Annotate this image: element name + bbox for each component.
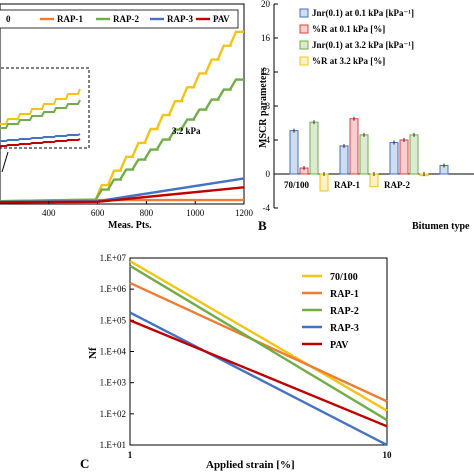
panel-c-legend-entry: RAP-2 [330, 306, 359, 317]
panel-b-bar [319, 173, 329, 192]
panel-a-legend-entry: 0 [6, 14, 11, 24]
panel-a-legend-entry: RAP-2 [113, 14, 139, 24]
panel-b-legend-swatch [299, 8, 309, 18]
panel-a-inset-box [0, 67, 90, 149]
panel-b-y-tick: 20 [261, 0, 271, 9]
panel-c-ylabel: Nf [87, 347, 99, 359]
panel-c-xlabel: Applied strain [%] [206, 459, 295, 471]
panel-c-y-tick: 1.E+05 [100, 315, 127, 325]
panel-a: 3.2 kPa 0 RAP-1 RAP-2 RAP-3 PAV 400 600 800 100… [0, 3, 254, 231]
panel-c-series-line [129, 260, 388, 412]
panel-c: 1.E+01 1.E+02 1.E+03 1.E+04 1.E+05 1.E+06 1.E+… [80, 253, 392, 471]
panel-c-legend: 70/100 RAP-1 RAP-2 RAP-3 PAV [302, 272, 359, 351]
panel-a-x-tick: 1200 [235, 208, 254, 218]
panel-b-legend-entry: %R at 0.1 kPa [%] [312, 24, 385, 34]
panel-b-y-tick: -4 [263, 203, 271, 213]
panel-b-bar [289, 130, 299, 175]
panel-c-y-tick: 1.E+04 [100, 347, 127, 357]
panel-b-y-tick: 16 [261, 33, 271, 43]
panel-b-ylabel: MSCR parameters [258, 67, 269, 148]
panel-a-legend-entry: RAP-1 [57, 14, 83, 24]
panel-c-legend-entry: RAP-3 [330, 323, 359, 334]
panel-c-y-tick: 1.E+02 [100, 409, 126, 419]
panel-b-bar [409, 134, 419, 175]
panel-b-bar [349, 118, 359, 175]
panel-b-xlabel: Bitumen type [412, 221, 470, 232]
panel-c-y-tick: 1.E+03 [100, 378, 127, 388]
panel-b-legend-entry: Jnr(0.1) at 0.1 kPa [kPa⁻¹] [312, 8, 414, 18]
panel-c-legend-entry: RAP-1 [330, 289, 359, 300]
panel-a-annotation: 3.2 kPa [172, 126, 201, 136]
panel-c-series-line [129, 311, 388, 447]
panel-b-bar [359, 134, 369, 175]
panel-a-legend: 0 RAP-1 RAP-2 RAP-3 PAV [0, 9, 239, 29]
panel-a-inset-pointer [1, 151, 9, 173]
panel-b-x-tick: RAP-1 [334, 180, 360, 190]
panel-b-bar [309, 121, 319, 175]
panel-a-legend-entry: RAP-3 [167, 14, 193, 24]
panel-c-legend-entry: 70/100 [330, 272, 358, 283]
panel-c-series-line [129, 264, 388, 422]
panel-b: -4 0 4 8 12 16 20 MSCR parameters 70/100 RAP-1 R… [258, 0, 474, 233]
panel-c-y-tick: 1.E+07 [100, 253, 127, 263]
panel-b-bar [389, 142, 399, 175]
panel-b-legend-entry: %R at 3.2 kPa [%] [312, 56, 385, 66]
panel-a-legend-entry: PAV [213, 14, 230, 24]
panel-a-inset-line [0, 88, 81, 125]
panel-b-x-tick: RAP-2 [384, 180, 410, 190]
panel-b-legend-swatch [299, 56, 309, 66]
panel-a-x-tick: 400 [42, 208, 56, 218]
panel-a-series-line [0, 78, 244, 203]
panel-b-legend-swatch [299, 40, 309, 50]
panel-b-legend-entry: Jnr(0.1) at 3.2 kPa [kPa⁻¹] [312, 40, 414, 50]
panel-c-legend-box [294, 268, 374, 356]
panel-b-legend: Jnr(0.1) at 0.1 kPa [kPa⁻¹] %R at 0.1 kPa… [299, 8, 414, 66]
panel-c-y-tick: 1.E+06 [100, 284, 127, 294]
panel-b-bar [339, 145, 349, 175]
panel-c-x-tick: 1 [128, 450, 133, 460]
panel-a-x-tick: 600 [91, 208, 105, 218]
panel-a-x-tick: 800 [140, 208, 154, 218]
panel-c-x-tick: 10 [383, 450, 393, 460]
panel-c-label: C [80, 456, 89, 471]
panel-b-x-tick: 70/100 [284, 180, 310, 190]
panel-a-x-tick: 1000 [186, 208, 205, 218]
panel-b-y-tick: 0 [266, 169, 271, 179]
panel-a-inset-line [0, 99, 81, 129]
panel-a-inset-line [0, 138, 81, 147]
panel-b-y-tick: 12 [261, 67, 270, 77]
panel-b-legend-swatch [299, 24, 309, 34]
panel-c-legend-entry: PAV [330, 340, 349, 351]
panel-b-y-tick: 8 [266, 101, 271, 111]
panel-a-plot-frame [0, 3, 245, 205]
panel-b-label: B [258, 218, 267, 233]
panel-a-xlabel: Meas. Pts. [108, 220, 152, 231]
panel-b-y-tick: 4 [266, 135, 271, 145]
panel-c-series-line [129, 319, 388, 428]
panel-a-series-line [0, 30, 244, 203]
panel-a-inset-line [0, 133, 81, 142]
panel-b-bar [399, 139, 409, 175]
panel-c-y-tick: 1.E+01 [100, 440, 126, 450]
